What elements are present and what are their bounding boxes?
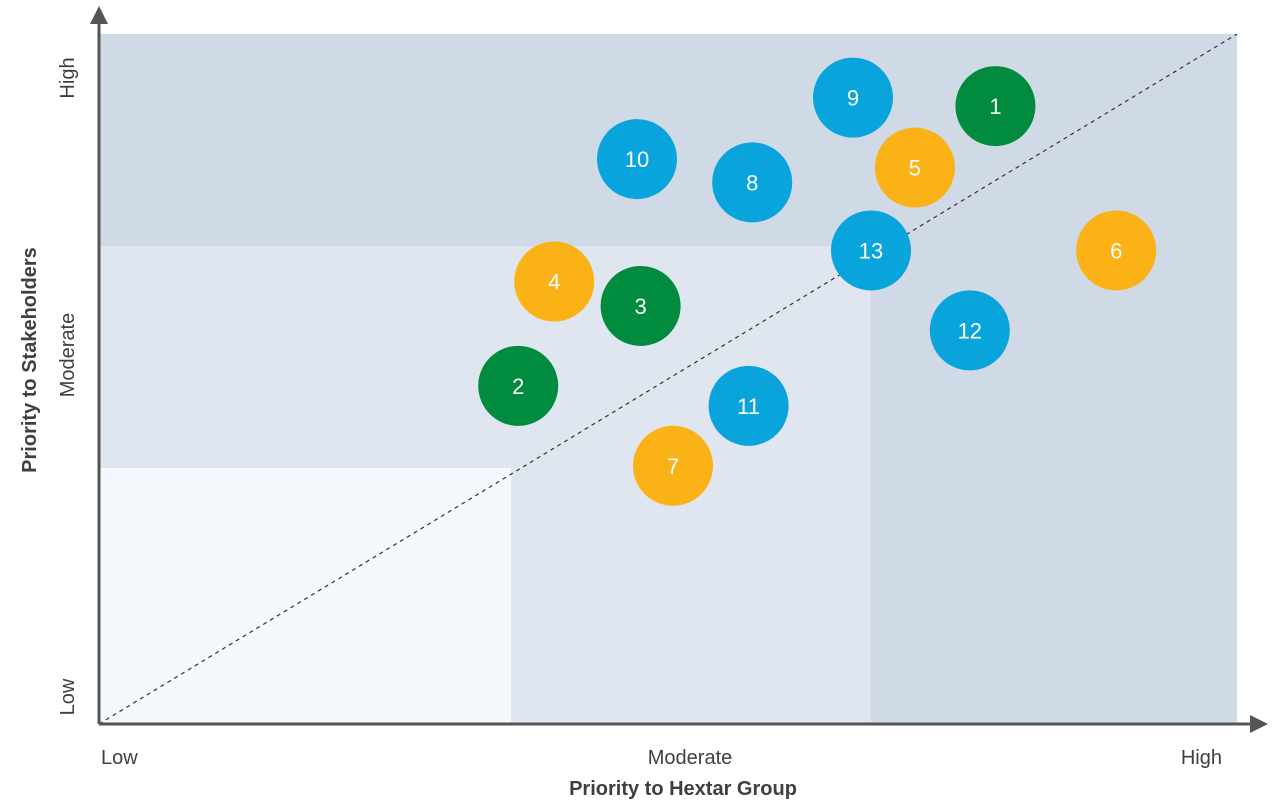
zone-low: [99, 468, 511, 724]
y-axis-arrow: [90, 6, 108, 24]
bubble-circle-7: [633, 425, 713, 506]
axes: [90, 6, 1268, 733]
y-tick-high: High: [57, 57, 79, 98]
bubble-label-10: 10: [625, 147, 649, 172]
bubble-circle-13: [831, 210, 911, 291]
bubble-label-3: 3: [634, 294, 646, 319]
bubble-label-7: 7: [667, 454, 679, 479]
bubble-10: 10: [597, 119, 677, 200]
bubble-label-4: 4: [548, 270, 560, 295]
bubble-circle-5: [874, 127, 955, 208]
bubble-11: 11: [708, 365, 789, 446]
x-tick-high: High: [1181, 747, 1222, 769]
bubble-label-5: 5: [909, 156, 921, 181]
bubble-7: 7: [633, 425, 713, 506]
bubble-12: 12: [929, 290, 1010, 371]
bubble-circle-3: [600, 265, 681, 346]
bubble-circle-1: [955, 66, 1036, 147]
bubble-3: 3: [600, 265, 681, 346]
x-axis-title: Priority to Hextar Group: [569, 778, 797, 800]
bubble-label-1: 1: [989, 94, 1001, 119]
bubble-label-9: 9: [847, 86, 859, 111]
tick-labels: Low Moderate High Low Moderate High: [57, 57, 1222, 769]
x-tick-low: Low: [101, 747, 138, 769]
bubble-label-6: 6: [1110, 238, 1122, 263]
bubble-6: 6: [1076, 210, 1157, 291]
y-axis-title: Priority to Stakeholders: [19, 247, 41, 473]
bubble-circle-9: [813, 57, 893, 138]
bubble-13: 13: [831, 210, 911, 291]
y-tick-low: Low: [57, 678, 79, 715]
bubble-9: 9: [813, 57, 893, 138]
bubble-circle-12: [929, 290, 1010, 371]
x-axis-arrow: [1250, 715, 1268, 733]
bubble-label-11: 11: [737, 394, 760, 419]
bubble-label-8: 8: [746, 170, 758, 195]
diagonal-reference-line: [98, 33, 1238, 725]
bubble-circle-11: [708, 365, 789, 446]
bubble-circle-6: [1076, 210, 1157, 291]
bubble-circle-4: [514, 241, 595, 322]
bubble-2: 2: [478, 345, 559, 426]
bubble-4: 4: [514, 241, 595, 322]
bubble-label-2: 2: [512, 374, 524, 399]
bubble-8: 8: [712, 142, 793, 223]
bubble-circle-2: [478, 345, 559, 426]
bubble-label-12: 12: [958, 318, 982, 343]
bubble-circle-8: [712, 142, 793, 223]
x-tick-moderate: Moderate: [648, 747, 733, 769]
bubble-label-13: 13: [859, 238, 883, 263]
bubble-circle-10: [597, 119, 677, 200]
y-tick-moderate: Moderate: [57, 313, 79, 398]
bubble-5: 5: [874, 127, 955, 208]
bubble-1: 1: [955, 66, 1036, 147]
